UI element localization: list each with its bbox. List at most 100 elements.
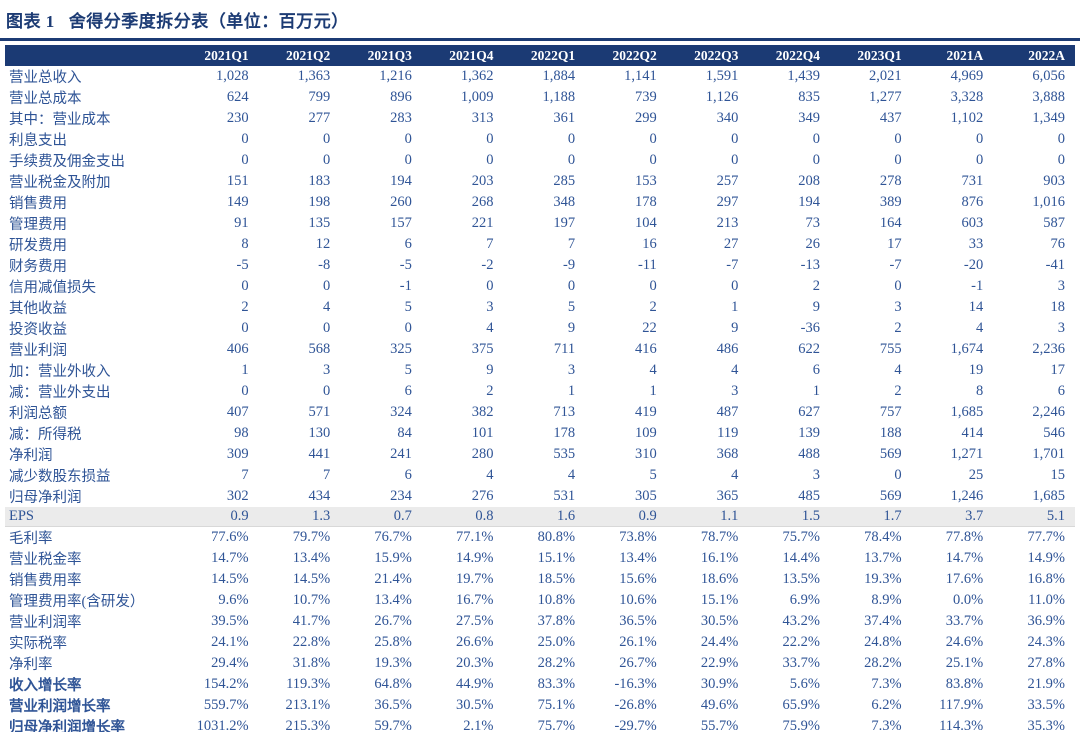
- cell: 0: [731, 152, 739, 168]
- cell: 17.6%: [945, 571, 984, 588]
- cell: 559.7%: [203, 697, 249, 714]
- cell: 2: [812, 278, 820, 294]
- cell: -1: [399, 278, 412, 294]
- cell: 3: [1057, 278, 1065, 294]
- cell: 188: [879, 425, 902, 441]
- cell: 1,591: [705, 68, 739, 84]
- cell: 2: [241, 299, 249, 315]
- row-label: 毛利率: [9, 531, 53, 548]
- cell: 7: [323, 467, 331, 483]
- table-row: 减：营业外支出 0 0 6 2 1 1 3 1 2 8 6: [5, 381, 1075, 402]
- cell: 198: [308, 194, 331, 210]
- cell: 14.9%: [1027, 550, 1065, 567]
- cell: 91: [234, 215, 249, 231]
- cell: 183: [308, 173, 331, 189]
- cell: 4,969: [950, 68, 984, 84]
- table-row: 管理费用率(含研发） 9.6% 10.7% 13.4% 16.7% 10.8% 10.6% 1…: [5, 590, 1075, 611]
- cell: 0: [241, 131, 249, 147]
- cell: 59.7%: [374, 718, 412, 732]
- cell: 16.7%: [456, 592, 494, 609]
- cell: 135: [308, 215, 331, 231]
- cell: 587: [1043, 215, 1065, 231]
- row-label: 实际税率: [9, 636, 67, 653]
- table-row: 财务费用 -5 -8 -5 -2 -9 -11 -7 -13 -7 -20 -41: [5, 255, 1075, 276]
- cell: 6,056: [1032, 68, 1065, 84]
- cell: 14.5%: [211, 571, 249, 588]
- cell: 33: [968, 236, 984, 252]
- cell: 104: [635, 215, 657, 231]
- cell: 278: [879, 173, 902, 189]
- table-row: 销售费用率 14.5% 14.5% 21.4% 19.7% 18.5% 15.6% 18.6%…: [5, 569, 1075, 590]
- cell: 8: [976, 383, 984, 399]
- cell: 0: [1057, 152, 1065, 168]
- cell: 1,126: [705, 89, 739, 105]
- table-row: 营业税金及附加 151 183 194 203 285 153 257 208 278 731 903: [5, 171, 1075, 192]
- cell: 14: [968, 299, 984, 315]
- header-cell: 2021Q3: [367, 47, 412, 63]
- cell: 3.7: [911, 507, 994, 528]
- cell: 1,685: [950, 404, 984, 420]
- cell: 20.3%: [456, 655, 494, 672]
- cell: 1,277: [869, 89, 902, 105]
- cell: 98: [234, 425, 249, 441]
- cell: 7: [567, 236, 576, 252]
- cell: -5: [236, 257, 249, 273]
- cell: 5.6%: [789, 676, 820, 693]
- cell: 0: [812, 152, 820, 168]
- cell: 178: [635, 194, 657, 210]
- cell: 4: [976, 320, 984, 336]
- cell: 197: [553, 215, 576, 231]
- cell: 35.3%: [1027, 718, 1065, 732]
- cell: 4: [323, 299, 331, 315]
- cell: 624: [226, 89, 249, 105]
- cell: 4: [731, 467, 739, 483]
- cell: 26.7%: [619, 655, 657, 672]
- cell: 414: [961, 425, 984, 441]
- table-header: 2021Q1 2021Q2 2021Q3 2021Q4 2022Q1 2022Q2 2022…: [5, 45, 1075, 66]
- cell: 18: [1050, 299, 1066, 315]
- header-cell: 2023Q1: [857, 47, 902, 63]
- cell: 799: [308, 89, 331, 105]
- cell: 0: [241, 278, 249, 294]
- cell: 1,363: [297, 68, 331, 84]
- cell: 277: [308, 110, 331, 126]
- cell: 30.5%: [456, 697, 494, 714]
- cell: 9: [567, 320, 576, 336]
- cell: 194: [798, 194, 820, 210]
- cell: 25.1%: [945, 655, 984, 672]
- row-label: 管理费用: [9, 217, 67, 233]
- cell: -29.7%: [614, 718, 657, 732]
- cell: 437: [879, 110, 902, 126]
- cell: 18.5%: [537, 571, 576, 588]
- table-row: 其中：营业成本 230 277 283 313 361 299 340 349 437 1,102 1…: [5, 108, 1075, 129]
- row-label: 营业利润率: [9, 615, 82, 632]
- cell: 109: [635, 425, 657, 441]
- cell: 22: [642, 320, 657, 336]
- cell: 8.9%: [871, 592, 902, 609]
- cell: 268: [471, 194, 494, 210]
- cell: 13.4%: [619, 550, 657, 567]
- row-label: 归母净利润: [9, 490, 82, 506]
- cell: 64.8%: [374, 676, 412, 693]
- cell: -41: [1045, 257, 1065, 273]
- table-row: 营业总成本 624 799 896 1,009 1,188 739 1,126 835 1,277…: [5, 87, 1075, 108]
- table-row: EPS 0.9 1.3 0.7 0.8 1.6 0.9 1.1 1.5 1.7 3.7 5.1: [5, 507, 1075, 528]
- cell: -11: [637, 257, 657, 273]
- cell: 10.6%: [619, 592, 657, 609]
- cell: 18.6%: [700, 571, 739, 588]
- cell: 79.7%: [292, 529, 331, 546]
- cell: 1,884: [542, 68, 576, 84]
- cell: 603: [961, 215, 984, 231]
- cell: 903: [1043, 173, 1065, 189]
- cell: 0: [323, 131, 331, 147]
- cell: 130: [308, 425, 331, 441]
- cell: 6: [404, 467, 412, 483]
- cell: 83.8%: [945, 676, 984, 693]
- cell: 1,349: [1032, 110, 1065, 126]
- cell: 77.8%: [945, 529, 984, 546]
- cell: 1: [731, 299, 739, 315]
- cell: 44.9%: [456, 676, 494, 693]
- cell: 757: [879, 404, 902, 420]
- table-row: 管理费用 91 135 157 221 197 104 213 73 164 603 587: [5, 213, 1075, 234]
- cell: 24.4%: [700, 634, 739, 651]
